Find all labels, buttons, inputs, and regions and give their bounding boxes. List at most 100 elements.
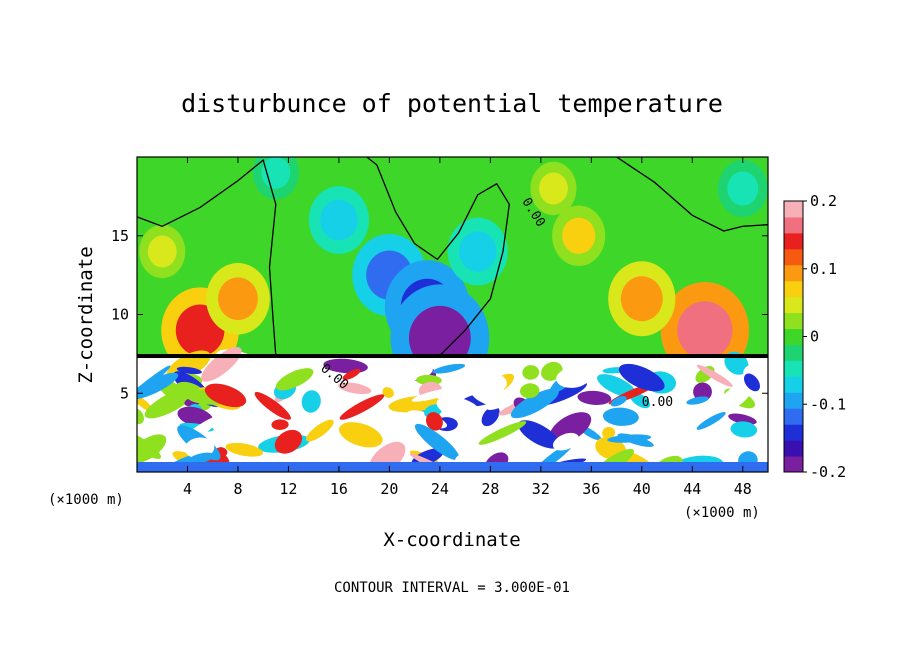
y-axis: 5 10 15 [111, 227, 768, 402]
turbulent-cell [694, 429, 723, 447]
turbulent-cell [730, 421, 758, 438]
colorbar-tick-label: 0.2 [810, 192, 837, 210]
colorbar-swatch [784, 440, 803, 457]
turbulent-cell [382, 387, 394, 398]
colorbar-swatch [784, 424, 803, 441]
turbulent-cell [275, 368, 314, 391]
turbulent-cell [597, 374, 637, 398]
layer-boundary [137, 354, 768, 359]
turbulent-cell [432, 363, 466, 374]
colorbar-swatch [784, 392, 803, 409]
field-feature-core [458, 231, 497, 272]
turbulent-cell [301, 390, 321, 413]
colorbar-swatch [784, 456, 803, 473]
x-tick-label: 28 [481, 480, 499, 498]
x-tick-label: 48 [734, 480, 752, 498]
field-feature-core [539, 172, 568, 205]
colorbar-swatch [784, 312, 803, 330]
turbulent-cell [306, 419, 334, 442]
turbulent-cell [610, 396, 627, 407]
x-tick-label: 24 [431, 480, 449, 498]
field-feature-core [727, 171, 759, 206]
colorbar-swatch [784, 201, 803, 218]
turbulent-cell [696, 364, 733, 387]
zero-contour [137, 158, 277, 356]
contour-interval-note: CONTOUR INTERVAL = 3.000E-01 [334, 580, 570, 596]
colorbar-swatch [784, 264, 803, 282]
turbulent-cell [414, 423, 460, 461]
turbulent-cell [339, 394, 385, 420]
field-feature-core [562, 217, 596, 254]
y-tick-label: 15 [111, 227, 129, 245]
turbulent-cell [204, 383, 247, 408]
field-feature-core [677, 301, 733, 360]
turbulent-cell [339, 422, 383, 448]
field-feature-core [620, 276, 663, 322]
turbulent-cell [254, 391, 291, 420]
colorbar-swatch [784, 216, 803, 234]
turbulent-cell [342, 368, 361, 380]
turbulent-cell [728, 413, 757, 425]
chart-title: disturbunce of potential temperature [181, 89, 723, 118]
turbulent-cell [743, 373, 760, 392]
colorbar-tick-label: 0.1 [810, 260, 837, 278]
turbulent-cell [549, 412, 592, 444]
zero-contour [616, 157, 768, 232]
turbulent-cell [225, 442, 264, 457]
turbulent-cell [519, 383, 540, 399]
turbulent-cell [338, 382, 372, 395]
turbulent-cell [577, 390, 612, 405]
turbulent-cell [271, 419, 289, 430]
field-feature-core [261, 157, 291, 189]
colorbar-swatch [784, 376, 803, 393]
turbulent-cell [556, 367, 591, 388]
turbulent-cell [478, 421, 527, 445]
turbulent-cell [137, 434, 167, 464]
x-tick-label: 40 [633, 480, 651, 498]
bottom-strip [137, 462, 768, 472]
turbulent-cell [486, 390, 520, 410]
turbulent-cell [602, 426, 616, 439]
turbulent-cell [718, 381, 754, 411]
field-feature-core [147, 235, 177, 268]
turbulent-cell [137, 391, 154, 413]
zero-contour [366, 157, 510, 356]
field-feature-core [218, 277, 258, 321]
turbulent-cell [481, 406, 500, 427]
turbulent-cell [522, 365, 540, 380]
turbulent-cell [552, 432, 579, 451]
contour-label: 0.00 [642, 395, 673, 410]
colorbar: 0.2 0.1 0 -0.1 -0.2 [783, 192, 846, 481]
colorbar-tick-label: 0 [810, 328, 819, 346]
plot-area: 0.000.000.00 [136, 156, 769, 473]
colorbar-swatch [784, 408, 803, 425]
colorbar-swatch [784, 328, 803, 345]
colorbar-tick-label: -0.1 [810, 395, 846, 413]
colorbar-swatch [784, 344, 803, 361]
x-axis: 4 8 12 16 20 24 28 32 36 40 44 48 [183, 157, 752, 498]
turbulent-cell [187, 452, 215, 464]
turbulent-cell [696, 412, 726, 430]
turbulent-cell [607, 434, 652, 443]
colorbar-swatch [784, 232, 803, 250]
turbulent-cell [482, 373, 507, 393]
field-feature-core [320, 199, 358, 241]
x-tick-label: 8 [233, 480, 242, 498]
turbulent-cell [436, 396, 481, 420]
turbulent-cell [602, 407, 639, 426]
x-tick-label: 4 [183, 480, 192, 498]
x-tick-label: 12 [279, 480, 297, 498]
x-tick-label: 32 [532, 480, 550, 498]
turbulent-cell [693, 382, 712, 402]
heatmap-field: 0.000.000.00 [137, 157, 768, 472]
x-tick-label: 20 [380, 480, 398, 498]
colorbar-swatch [784, 360, 803, 377]
x-tick-label: 16 [330, 480, 348, 498]
colorbar-swatch [784, 280, 803, 298]
turbulent-cell [510, 388, 559, 419]
colorbar-swatch [784, 248, 803, 266]
turbulent-cell [411, 388, 456, 402]
turbulent-cell [274, 429, 303, 454]
x-tick-label: 36 [582, 480, 600, 498]
